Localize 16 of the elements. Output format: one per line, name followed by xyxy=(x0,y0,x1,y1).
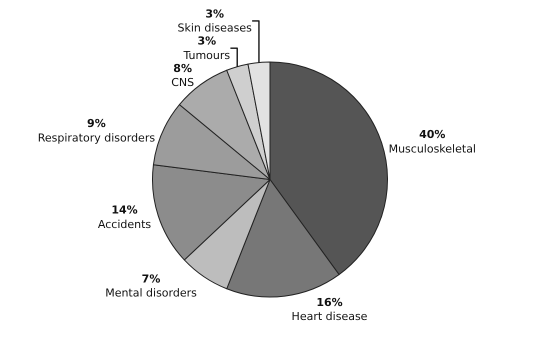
data-label: 3% xyxy=(205,7,224,20)
slice-label: Respiratory disorders xyxy=(38,131,156,144)
slice-label: Mental disorders xyxy=(105,286,198,300)
data-label: 16% xyxy=(316,296,343,309)
data-label: 40% xyxy=(419,128,446,142)
data-label: 14% xyxy=(111,203,138,216)
data-label: 8% xyxy=(173,62,192,75)
slice-label: Musculoskeletal xyxy=(388,142,476,156)
slice-label: Skin diseases xyxy=(177,22,252,35)
data-label: 9% xyxy=(87,117,106,130)
slice-label: Tumours xyxy=(182,48,230,62)
slice-label: Heart disease xyxy=(292,310,368,324)
slice-label: CNS xyxy=(171,76,194,90)
slice-label: Accidents xyxy=(98,218,152,231)
data-label: 7% xyxy=(142,272,160,286)
data-label: 3% xyxy=(197,34,216,48)
